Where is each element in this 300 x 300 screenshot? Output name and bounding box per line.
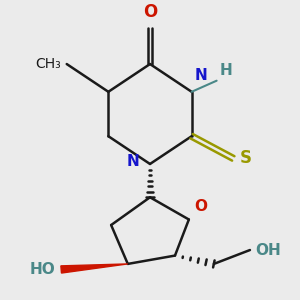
Text: OH: OH: [256, 242, 281, 257]
Text: HO: HO: [30, 262, 56, 277]
Polygon shape: [61, 264, 128, 273]
Text: CH₃: CH₃: [35, 57, 61, 71]
Text: N: N: [126, 154, 139, 169]
Text: N: N: [194, 68, 207, 83]
Text: H: H: [219, 63, 232, 78]
Text: S: S: [240, 149, 252, 167]
Text: O: O: [143, 3, 157, 21]
Text: O: O: [194, 199, 207, 214]
